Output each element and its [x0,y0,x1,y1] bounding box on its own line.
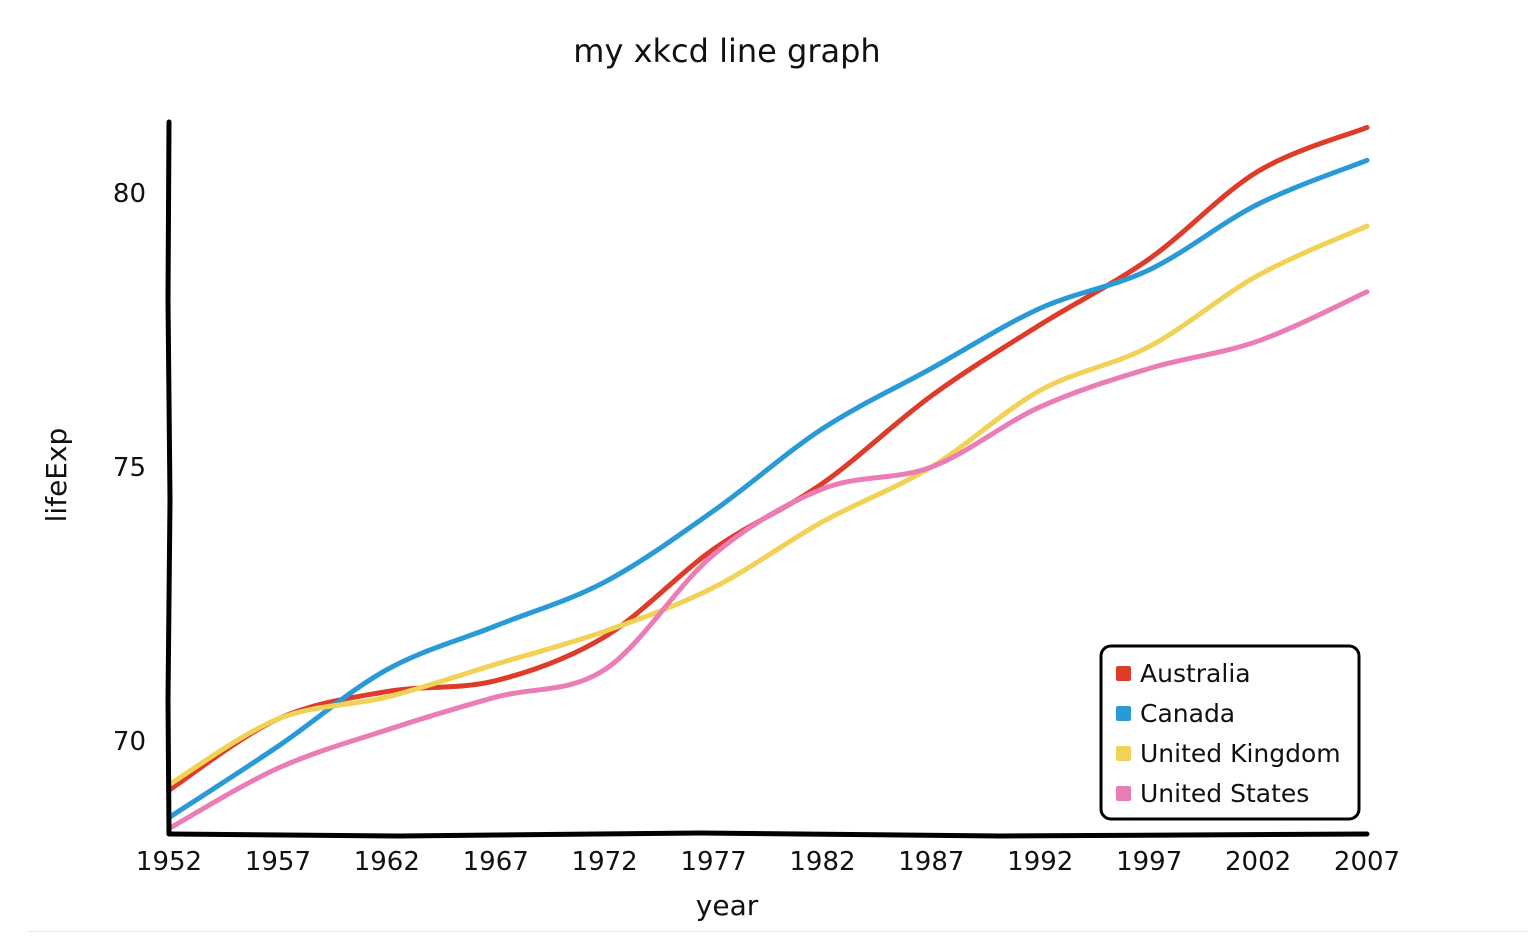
y-axis-line [165,119,173,837]
legend-swatch-canada [1116,706,1131,721]
x-tick-label-1957: 1957 [245,847,311,877]
x-tick-labels: 1952 1957 1962 1967 1972 1977 1982 1987 1992 1997… [136,847,1400,877]
x-tick-label-1952: 1952 [136,847,202,877]
x-axis-label: year [696,889,759,922]
x-axis-line [166,830,1370,839]
y-tick-label-70: 70 [113,727,146,757]
y-tick-label-80: 80 [113,179,146,209]
x-tick-label-1992: 1992 [1007,847,1073,877]
x-tick-label-2007: 2007 [1334,847,1400,877]
legend-label-canada: Canada [1140,699,1235,728]
legend-box [1099,644,1361,821]
x-tick-label-1972: 1972 [572,847,638,877]
series-line-united-states [166,289,1370,832]
series-layer [166,124,1370,832]
y-tick-label-75: 75 [113,453,146,483]
legend-swatch-united-kingdom [1116,746,1131,761]
legend-label-united-states: United States [1140,779,1309,808]
legend-label-united-kingdom: United Kingdom [1140,739,1341,768]
legend-swatch-australia [1116,666,1131,681]
x-tick-label-1987: 1987 [898,847,964,877]
x-tick-label-1967: 1967 [463,847,529,877]
legend-label-australia: Australia [1140,659,1251,688]
bottom-divider [28,931,1528,932]
legend-swatch-united-states [1116,786,1131,801]
x-tick-label-1977: 1977 [680,847,746,877]
series-line-canada [166,157,1370,821]
series-line-united-kingdom [166,223,1370,788]
chart-title: my xkcd line graph [573,32,880,70]
x-tick-label-1982: 1982 [789,847,855,877]
x-tick-label-1962: 1962 [354,847,420,877]
x-tick-label-2002: 2002 [1225,847,1291,877]
y-axis-label: lifeExp [40,428,73,523]
x-tick-label-1997: 1997 [1116,847,1182,877]
legend: Australia Canada United Kingdom United Stat… [1099,644,1361,821]
y-tick-labels: 70 75 80 [113,179,146,757]
legend-items: Australia Canada United Kingdom United Stat… [1116,659,1341,808]
